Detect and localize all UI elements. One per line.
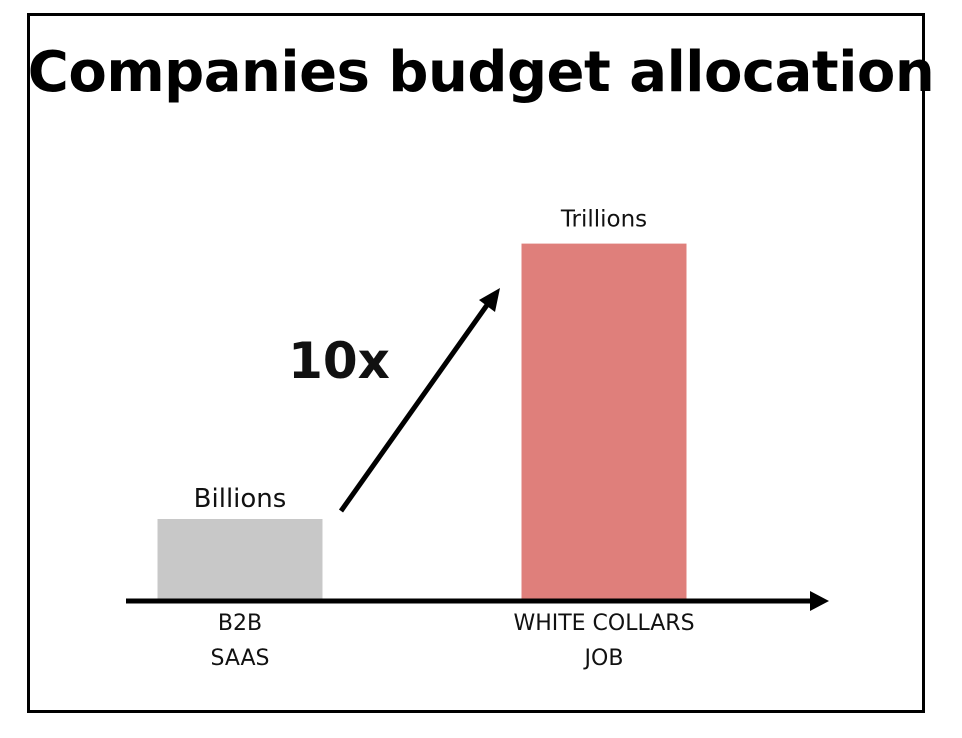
bar-0	[157, 519, 323, 600]
category-label-1-line-1: JOB	[583, 646, 624, 671]
category-label-0-line-0: B2B	[218, 611, 262, 636]
chart-title: Companies budget allocation	[27, 40, 935, 105]
bar-1	[521, 243, 687, 600]
bars-group	[157, 243, 687, 600]
data-label-1: Trillions	[560, 207, 647, 233]
labels-group: Billions B2B SAAS Trillions WHITE COLLARS JOB	[194, 207, 695, 671]
category-label-0-line-1: SAAS	[210, 646, 269, 671]
growth-annotation: 10x	[288, 332, 390, 390]
growth-arrow	[338, 296, 495, 513]
data-label-0: Billions	[194, 484, 287, 514]
category-label-1-line-0: WHITE COLLARS	[513, 611, 694, 636]
growth-arrowhead	[479, 288, 500, 312]
x-axis-arrowhead	[810, 591, 829, 611]
